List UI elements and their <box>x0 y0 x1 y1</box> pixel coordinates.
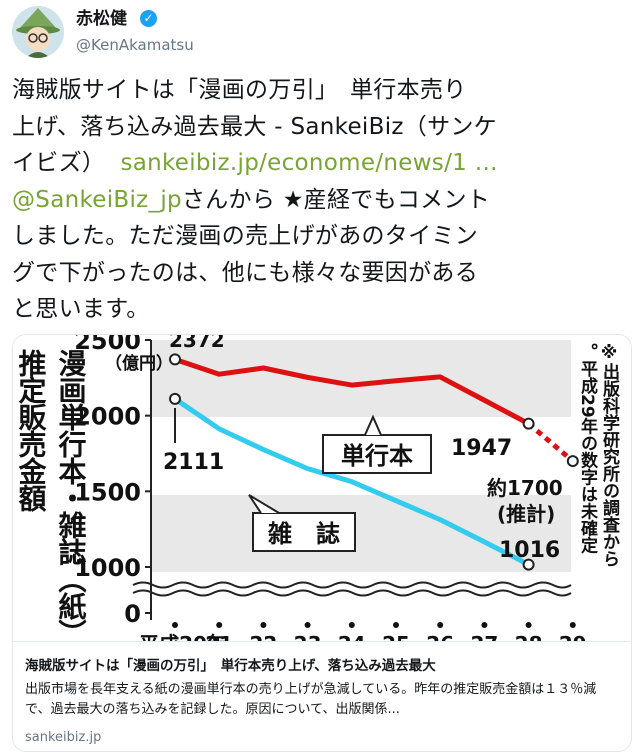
estimate-line <box>526 421 575 463</box>
data-point <box>522 558 535 571</box>
callout-pointer <box>248 494 280 514</box>
x-tick <box>393 622 399 628</box>
x-tick-label: 27 <box>470 632 498 641</box>
side-title-2: 漫画単行本・雑誌（紙）の <box>55 349 88 641</box>
x-tick-label: 28 <box>515 632 543 641</box>
card-domain: sankeibiz.jp <box>25 730 102 745</box>
tweet-line-text: イビズ） <box>12 150 106 176</box>
x-tick <box>304 622 311 628</box>
x-tick-label: 26 <box>426 632 454 641</box>
x-tick-label: 25 <box>382 632 410 641</box>
card-title[interactable]: 海賊版サイトは「漫画の万引」 単行本売り上げ、落ち込み過去最大 <box>25 658 436 674</box>
data-point <box>522 417 535 430</box>
data-label: 約1700 <box>487 476 563 500</box>
y-tick-label: 1500 <box>74 478 141 506</box>
tweet-line: しました。ただ漫画の売上げがあのタイミン <box>12 223 478 249</box>
series-label: 雑 誌 <box>267 520 340 548</box>
x-tick <box>569 622 576 628</box>
link-card[interactable]: 漫画単行本・雑誌（紙）の 推定販売金額 ※出版科学研究所の調査から 。平成29年… <box>12 334 632 752</box>
figure-note: ※出版科学研究所の調査から <box>599 343 621 567</box>
user-handle[interactable]: @KenAkamatsu <box>76 36 194 54</box>
tweet-line: 上げ、落ち込み過去最大 - SankeiBiz（サンケ <box>12 113 497 140</box>
y-tick-label: 1000 <box>74 554 141 582</box>
data-point <box>169 353 181 366</box>
x-tick-label: 24 <box>338 632 366 641</box>
data-label: (推計) <box>497 502 555 526</box>
x-tick <box>348 622 355 628</box>
tweet-line: グで下がったのは、他にも様々な要因がある <box>12 259 478 286</box>
series-label-box <box>322 434 432 474</box>
sales-chart: 漫画単行本・雑誌（紙）の 推定販売金額 ※出版科学研究所の調査から 。平成29年… <box>15 335 621 673</box>
callout-pointer <box>364 414 382 436</box>
x-tick <box>172 622 178 628</box>
x-tick-label: 29 <box>559 632 587 641</box>
x-tick-label: 21 <box>205 632 233 641</box>
data-point <box>169 392 181 405</box>
tweet-line: 海賊版サイトは「漫画の万引」 単行本売り <box>12 77 467 103</box>
x-tick <box>216 622 223 628</box>
x-tick-label: 23 <box>294 632 322 641</box>
card-description: 出版市場を長年支える紙の漫画単行本の売り上げが急減している。昨年の推定販売金額は… <box>25 682 597 717</box>
x-tick <box>437 622 444 628</box>
article-link[interactable]: sankeibiz.jp/econome/news/1 … <box>120 150 498 176</box>
mention-link[interactable]: @SankeiBiz_jp <box>12 186 182 213</box>
figure-note-2: 。平成29年の数字は未確定 <box>577 343 599 555</box>
chart-band <box>151 340 571 417</box>
chart-band <box>151 495 571 572</box>
y-tick-label: 0 <box>124 600 141 628</box>
x-tick <box>525 622 532 628</box>
series-line <box>173 396 530 567</box>
card-image: 漫画単行本・雑誌（紙）の 推定販売金額 ※出版科学研究所の調査から 。平成29年… <box>13 335 631 673</box>
card-body: 海賊版サイトは「漫画の万引」 単行本売り上げ、落ち込み過去最大 出版市場を長年支… <box>13 641 631 751</box>
series-label: 単行本 <box>341 442 413 470</box>
x-tick-label: 22 <box>249 632 277 641</box>
axis-break <box>132 581 572 589</box>
data-label: 1016 <box>499 538 560 563</box>
data-point <box>566 455 579 468</box>
series-line <box>174 357 530 426</box>
data-label: 2372 <box>169 335 225 352</box>
data-label: 2111 <box>163 450 224 475</box>
y-tick-label: 2500 <box>74 335 141 355</box>
tweet-line: と思います。 <box>12 296 150 322</box>
y-axis-unit: （億円） <box>105 353 173 374</box>
axis-break <box>132 589 572 597</box>
tweet-text: 海賊版サイトは「漫画の万引」 単行本売り 上げ、落ち込み過去最大 - Sanke… <box>12 72 632 328</box>
x-tick <box>481 622 488 628</box>
x-tick <box>260 622 267 628</box>
series-label-box <box>252 512 356 552</box>
y-tick-label: 2000 <box>74 403 141 431</box>
user-name[interactable]: 赤松健 <box>76 9 127 29</box>
tweet-line-text: さんから ★産経でもコメント <box>181 186 491 213</box>
figure-side-title: 漫画単行本・雑誌（紙）の 推定販売金額 <box>15 349 88 673</box>
tweet-header: 赤松健 ✓ @KenAkamatsu <box>0 0 640 66</box>
verified-badge-icon: ✓ <box>140 10 157 27</box>
avatar[interactable] <box>12 6 64 58</box>
side-title-1: 推定販売金額 <box>15 349 48 513</box>
tweet-line: イビズ） sankeibiz.jp/econome/news/1 … <box>12 145 632 182</box>
tweet-line: @SankeiBiz_jpさんから ★産経でもコメント <box>12 182 632 219</box>
data-label: 1947 <box>451 436 512 461</box>
